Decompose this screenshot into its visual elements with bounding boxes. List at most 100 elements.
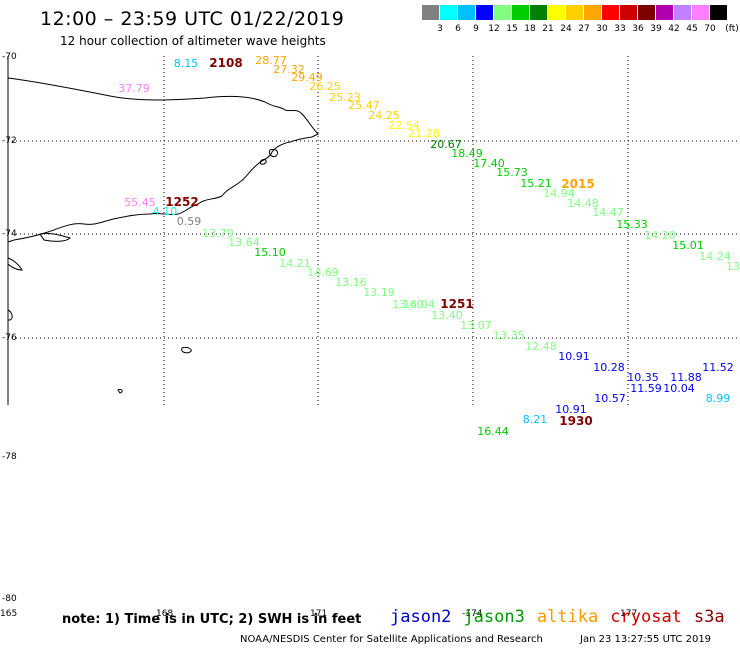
wave-height-value: 11.88 xyxy=(670,371,702,384)
wave-height-value: 17.40 xyxy=(473,157,505,170)
legend-value-label: 21 xyxy=(542,24,554,34)
lat-label: -72 xyxy=(2,136,17,146)
pass-time-label: 2015 xyxy=(561,177,595,191)
wave-height-value: 8.15 xyxy=(173,57,199,70)
legend-swatch xyxy=(620,5,637,20)
wave-height-value: 14.20 xyxy=(644,229,676,242)
wave-height-value: 11.52 xyxy=(702,361,734,374)
wave-height-value: 8.99 xyxy=(705,392,731,405)
legend-swatch xyxy=(440,5,457,20)
legend-value-label: 9 xyxy=(473,24,479,34)
wave-height-value: 15.73 xyxy=(496,166,528,179)
legend-value-label: 42 xyxy=(668,24,680,34)
wave-height-value: 4.10 xyxy=(152,205,178,218)
map-subtitle: 12 hour collection of altimeter wave hei… xyxy=(60,34,326,48)
legend-swatch xyxy=(548,5,565,20)
wave-height-value: 15.10 xyxy=(254,246,286,259)
wave-height-value: 15.21 xyxy=(520,177,552,190)
satellite-legend: jason2 jason3 altika cryosat s3a xyxy=(390,607,725,627)
legend-swatch xyxy=(422,5,439,20)
legend-value-label: 36 xyxy=(632,24,644,34)
wave-height-value: 27.32 xyxy=(273,63,305,76)
wave-height-value: 37.79 xyxy=(118,82,150,95)
legend-value-label: 24 xyxy=(560,24,572,34)
wave-height-value: 25.23 xyxy=(329,91,361,104)
lat-gridlines xyxy=(8,140,740,339)
wave-height-value: 26.25 xyxy=(309,80,341,93)
wave-height-value: 10.91 xyxy=(555,403,587,416)
wave-height-value: 10.91 xyxy=(558,350,590,363)
wave-height-value: 14.48 xyxy=(567,197,599,210)
legend-value-label: 45 xyxy=(686,24,698,34)
wave-height-value: 14.94 xyxy=(543,187,575,200)
wave-height-value: 25.47 xyxy=(348,99,380,112)
legend-value-label: 27 xyxy=(578,24,590,34)
legend-swatch xyxy=(710,5,727,20)
wave-height-value: 15.01 xyxy=(672,239,704,252)
legend-swatch xyxy=(674,5,691,20)
lon-label: 168 xyxy=(156,609,174,619)
wave-height-value: 13.40 xyxy=(431,309,463,322)
wave-height-value: 10.57 xyxy=(594,392,626,405)
pass-time-label: 1930 xyxy=(559,414,593,428)
wave-height-value: 13 xyxy=(726,260,740,273)
coastline xyxy=(7,56,319,405)
wave-height-value: 0.59 xyxy=(176,215,202,228)
wave-height-value: 13.07 xyxy=(460,319,492,332)
legend-swatch xyxy=(530,5,547,20)
wave-height-value: 21.28 xyxy=(408,127,440,140)
legend-swatch xyxy=(602,5,619,20)
wave-height-value: 10.35 xyxy=(627,371,659,384)
legend-unit: (ft) xyxy=(725,24,739,34)
lon-label: -174 xyxy=(462,609,483,619)
legend-value-label: 12 xyxy=(488,24,500,34)
wave-height-value: 55.45 xyxy=(124,196,156,209)
wave-height-value: 14.24 xyxy=(699,250,731,263)
pass-time-label: 1251 xyxy=(440,297,474,311)
pass-time-label: 2108 xyxy=(209,56,243,70)
lat-label: -76 xyxy=(2,333,17,343)
legend-value-label: 15 xyxy=(506,24,518,34)
wave-height-value: 28.77 xyxy=(255,54,287,67)
lat-label: -78 xyxy=(2,452,17,462)
map-title: 12:00 – 23:59 UTC 01/22/2019 xyxy=(40,8,345,30)
legend-swatch xyxy=(494,5,511,20)
wave-height-value: 22.54 xyxy=(388,119,420,132)
wave-height-value: 13.35 xyxy=(493,329,525,342)
wave-height-value: 12.48 xyxy=(525,340,557,353)
wave-height-value: 18.49 xyxy=(451,147,483,160)
wave-height-value: 13.16 xyxy=(335,276,367,289)
wave-height-value: 20.67 xyxy=(430,138,462,151)
legend-value-label: 3 xyxy=(437,24,443,34)
legend-value-label: 30 xyxy=(596,24,608,34)
lat-label: -70 xyxy=(2,52,17,62)
wave-height-value: 10.28 xyxy=(593,361,625,374)
lat-label: -80 xyxy=(2,594,17,604)
wave-height-value: 10.04 xyxy=(663,382,695,395)
lon-label: 165 xyxy=(0,609,18,619)
legend-swatch xyxy=(512,5,529,20)
wave-height-value: 13.60 xyxy=(392,298,424,311)
wave-height-value: 14.47 xyxy=(592,206,624,219)
wave-height-value: 13.79 xyxy=(202,227,234,240)
legend-value-label: 39 xyxy=(650,24,662,34)
satellite-name: altika xyxy=(536,607,599,627)
satellite-name: jason3 xyxy=(463,607,525,627)
legend-swatch xyxy=(656,5,673,20)
wave-height-value: 13.19 xyxy=(363,286,395,299)
footer-note: note: 1) Time is in UTC; 2) SWH is in fe… xyxy=(62,612,362,627)
satellite-name: jason2 xyxy=(390,607,452,627)
satellite-name: s3a xyxy=(693,607,725,627)
wave-height-value: 14.21 xyxy=(279,257,311,270)
legend-swatch xyxy=(638,5,655,20)
legend-swatch xyxy=(458,5,475,20)
wave-height-value: 29.49 xyxy=(291,71,323,84)
legend-swatch xyxy=(584,5,601,20)
legend-swatch xyxy=(476,5,493,20)
wave-height-value: 11.59 xyxy=(630,382,662,395)
lon-label: 177 xyxy=(620,609,638,619)
wave-height-value: 14.69 xyxy=(307,266,339,279)
legend-value-label: 70 xyxy=(704,24,716,34)
legend-swatch xyxy=(692,5,709,20)
